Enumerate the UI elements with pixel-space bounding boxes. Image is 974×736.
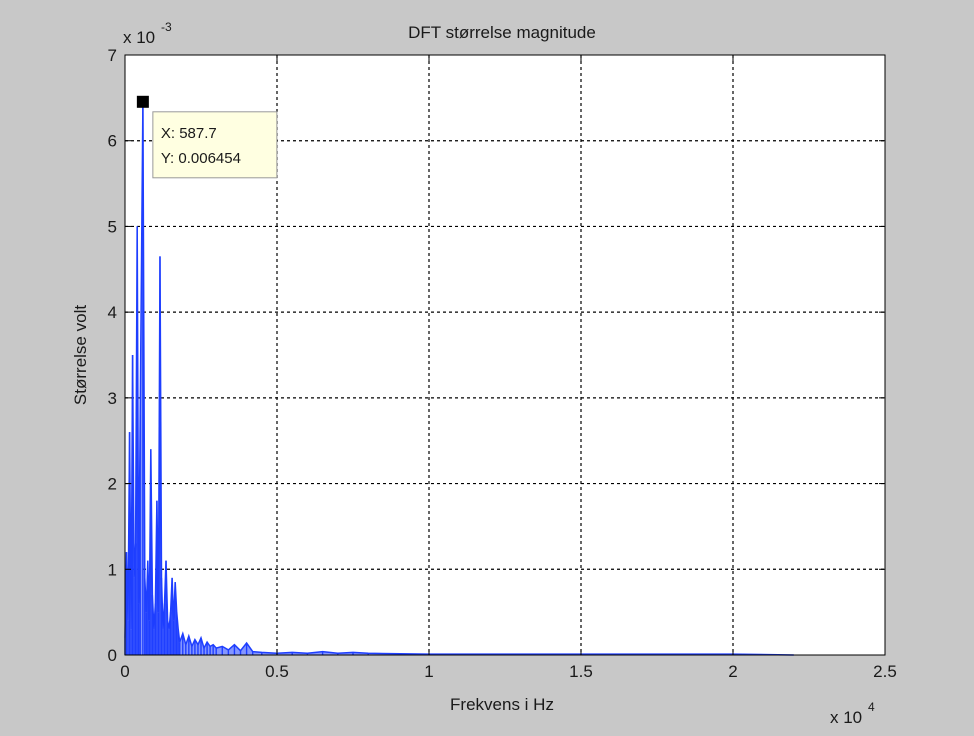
y-exponent-base: x 10 [123,28,155,47]
datatip-box [152,111,278,179]
y-exponent-power: -3 [161,20,172,34]
datatip-y-text: Y: 0.006454 [161,150,241,167]
ticks: 0 0.5 1 1.5 2 2.5 0 1 2 3 4 5 6 7 [108,46,897,681]
x-exponent-power: 4 [868,700,875,714]
x-axis-label: Frekvens i Hz [450,695,554,714]
datatip-marker[interactable] [136,95,149,108]
y-tick-label: 6 [108,132,117,151]
y-axis-label: Størrelse volt [71,305,90,405]
y-tick-label: 2 [108,475,117,494]
x-tick-label: 2 [728,662,737,681]
chart-title: DFT størrelse magnitude [408,23,596,42]
y-tick-label: 3 [108,389,117,408]
x-tick-label: 0.5 [265,662,289,681]
x-exponent-base: x 10 [830,708,862,727]
y-tick-label: 4 [108,303,117,322]
datatip-x-text: X: 587.7 [161,125,217,142]
y-tick-label: 7 [108,46,117,65]
axes-frame [124,54,886,656]
grid [125,55,885,655]
x-tick-label: 2.5 [873,662,897,681]
x-tick-label: 1 [424,662,433,681]
y-tick-label: 0 [108,646,117,665]
y-tick-label: 5 [108,217,117,236]
x-tick-label: 0 [120,662,129,681]
datatip[interactable]: X: 587.7 Y: 0.006454 [152,111,278,179]
x-tick-label: 1.5 [569,662,593,681]
y-tick-label: 1 [108,560,117,579]
